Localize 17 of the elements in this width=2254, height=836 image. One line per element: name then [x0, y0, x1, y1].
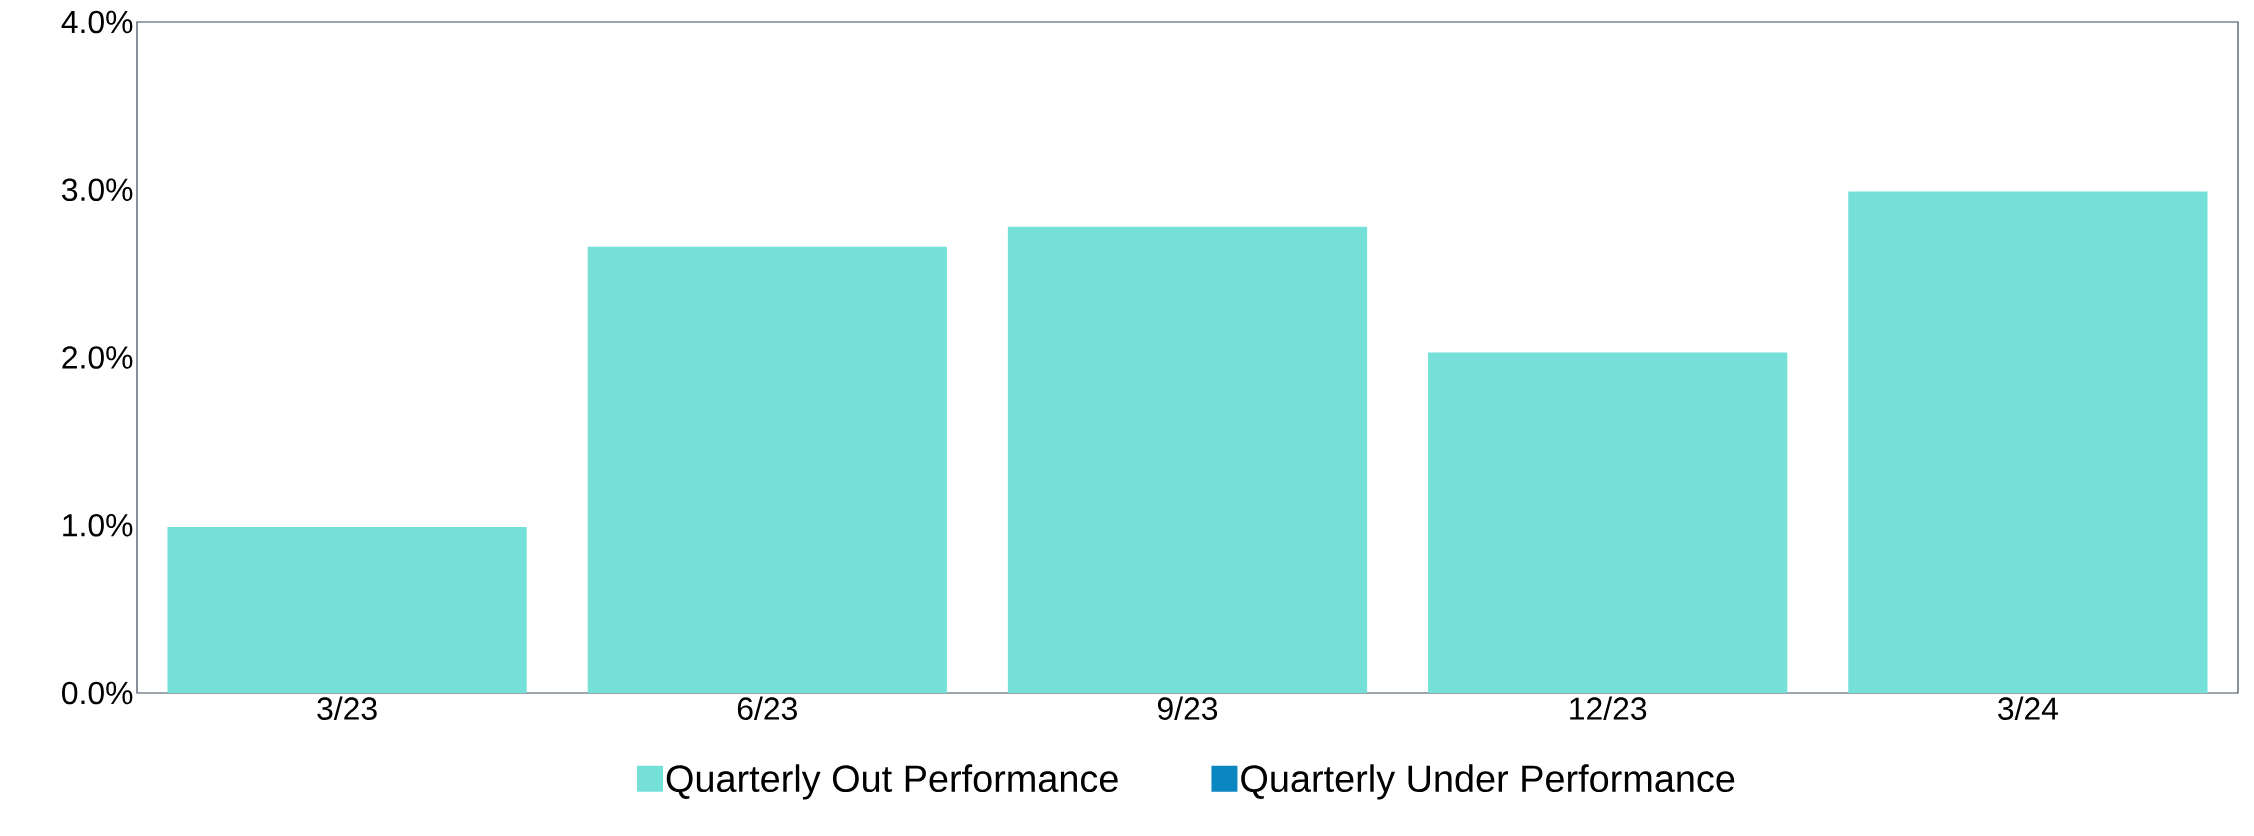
x-tick-label: 3/24 — [1998, 696, 2058, 720]
y-tick-label: 0.0% — [62, 681, 133, 705]
legend-label: Quarterly Under Performance — [1241, 764, 1735, 800]
y-tick-label: 3.0% — [62, 178, 133, 202]
bar — [1007, 226, 1368, 693]
x-tick-label: 6/23 — [737, 696, 797, 720]
y-tick-label: 1.0% — [63, 513, 133, 537]
x-tick-label: 9/23 — [1157, 696, 1218, 720]
bar — [1428, 352, 1788, 693]
x-tick-label: 12/23 — [1570, 696, 1647, 720]
bar — [167, 526, 527, 693]
y-tick-label: 2.0% — [62, 346, 133, 369]
bar — [1848, 191, 2208, 693]
bar — [587, 246, 947, 693]
y-tick-label: 4.0% — [61, 10, 133, 34]
legend-label: Quarterly Out Performance — [666, 764, 1118, 800]
x-tick-label: 3/23 — [317, 696, 377, 720]
